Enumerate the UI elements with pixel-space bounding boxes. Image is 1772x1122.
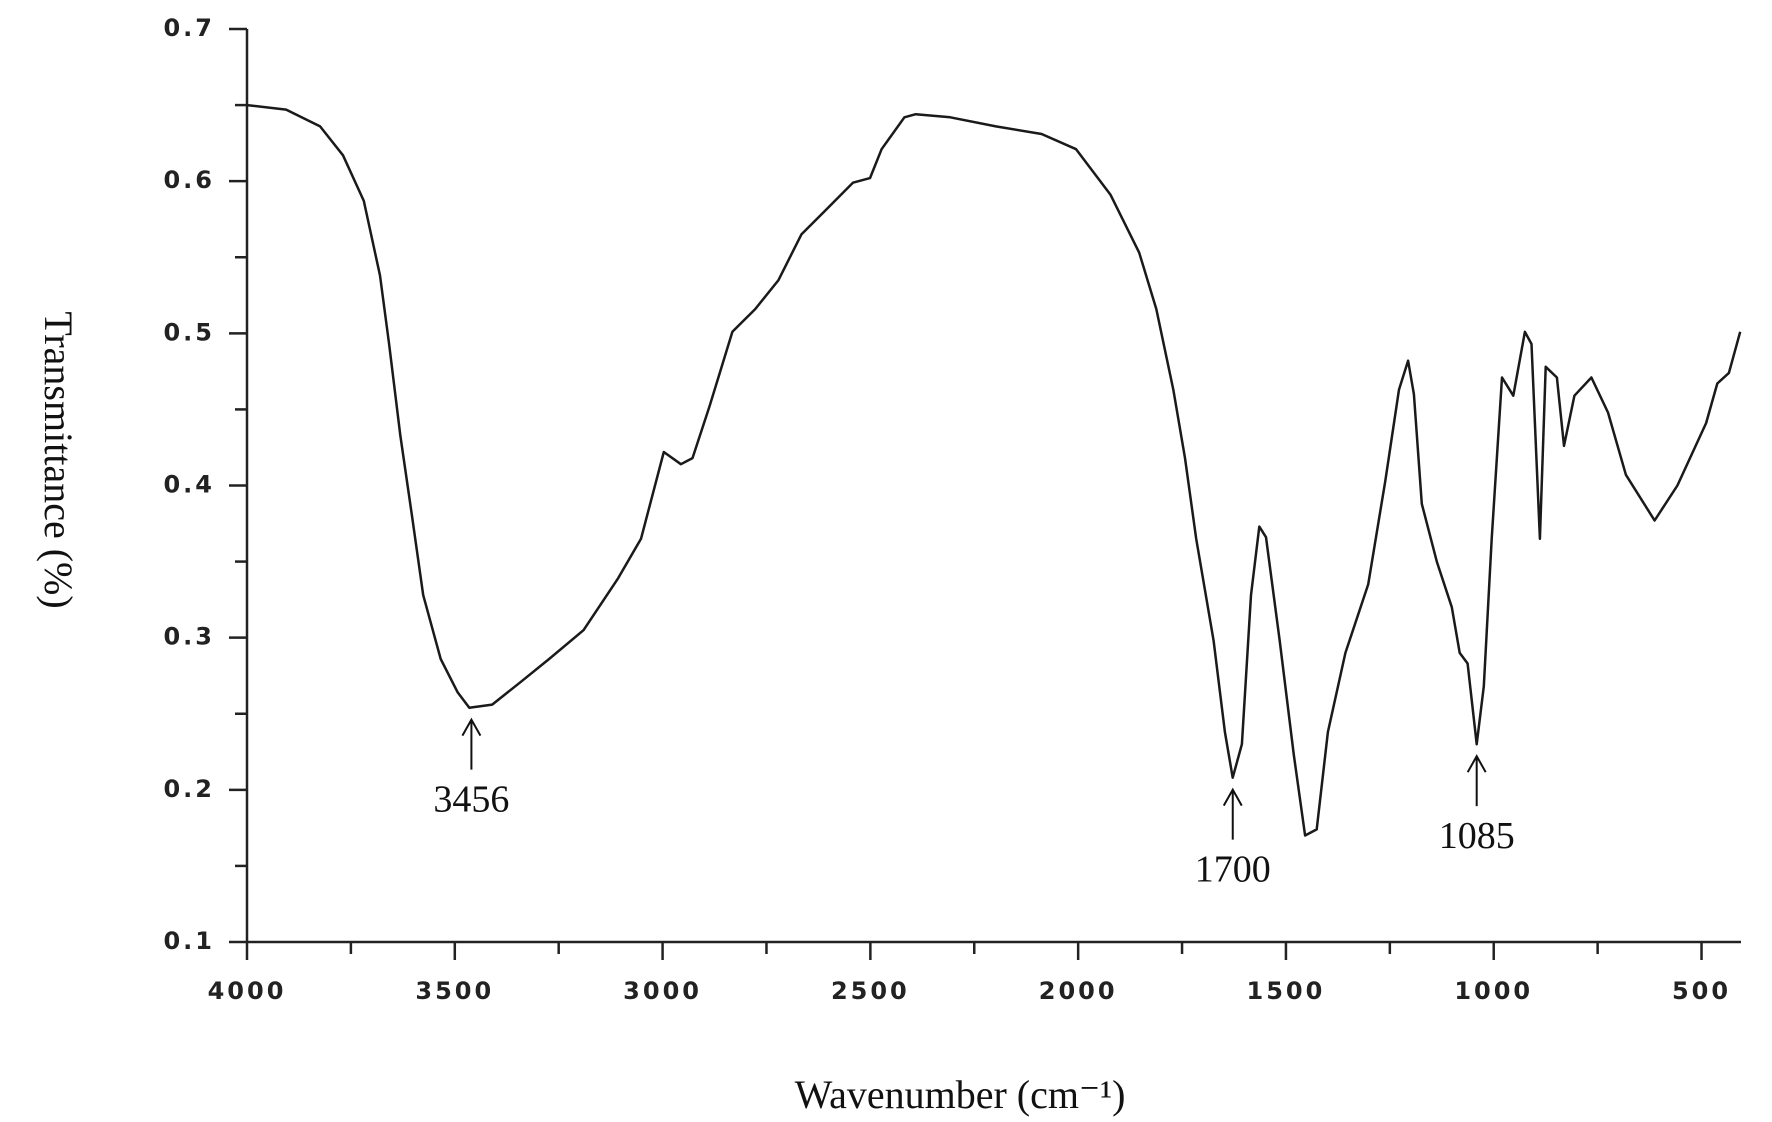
spectrum-line [246, 103, 1742, 837]
x-tick-label: 1500 [1247, 977, 1326, 1005]
annotation-arrow [1222, 787, 1243, 840]
y-tick-label: 0.6 [163, 166, 215, 194]
x-tick-label: 500 [1672, 977, 1731, 1005]
x-tick-label: 2500 [831, 977, 910, 1005]
x-tick-label: 3000 [623, 977, 702, 1005]
y-tick-label: 0.5 [163, 318, 215, 346]
x-tick-label: 3500 [415, 977, 494, 1005]
y-tick-label: 0.1 [163, 927, 215, 955]
y-axis-label: Transmittance (%) [36, 311, 81, 608]
x-tick-label: 1000 [1454, 977, 1533, 1005]
annotation-arrow [1466, 754, 1487, 807]
y-tick-label: 0.3 [163, 623, 215, 651]
y-tick-label: 0.7 [163, 14, 215, 42]
annotation-arrow [461, 717, 482, 770]
y-tick-label: 0.4 [163, 471, 215, 499]
y-tick-label: 0.2 [163, 775, 215, 803]
annotation: 1700 [1195, 849, 1271, 891]
x-axis-label: Wavenumber (cm⁻¹) [795, 1072, 1126, 1117]
x-tick-label: 4000 [208, 977, 287, 1005]
annotation: 3456 [433, 779, 509, 821]
x-tick-label: 2000 [1039, 977, 1118, 1005]
annotation: 1085 [1439, 815, 1515, 857]
